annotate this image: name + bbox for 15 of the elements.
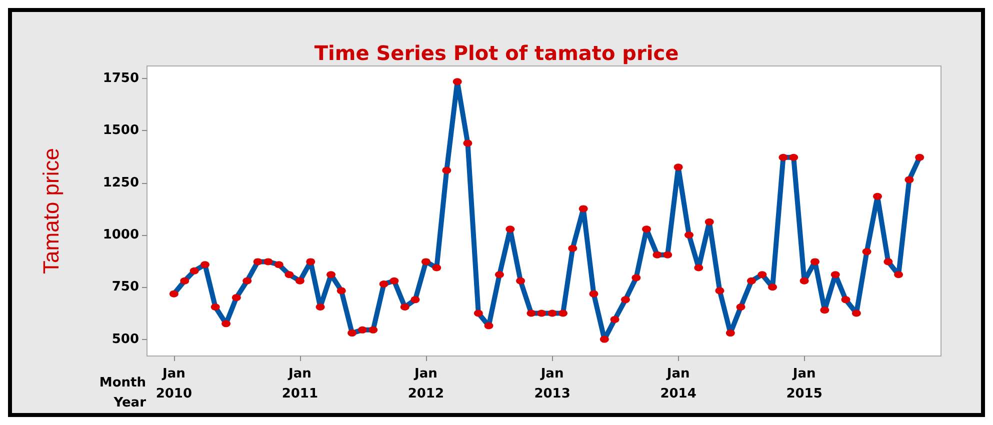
chart-title: Time Series Plot of tamato price [314, 41, 679, 65]
x-tick-label: Jan 2013 [534, 366, 570, 402]
y-tick-label: 1500 [102, 123, 139, 138]
x-axis-title: Month Year [99, 376, 147, 410]
y-tick-label: 500 [112, 332, 139, 347]
y-tick-label: 1750 [102, 71, 139, 86]
x-tick-label: Jan 2014 [660, 366, 696, 402]
y-tick-label: 1250 [102, 175, 139, 190]
y-tick-label: 1000 [102, 227, 139, 242]
x-tick-label: Jan 2015 [786, 366, 822, 402]
y-tick-label: 750 [112, 280, 139, 295]
x-tick-label: Jan 2012 [408, 366, 444, 402]
x-tick-label: Jan 2011 [282, 366, 318, 402]
y-axis-title: Tamato price [38, 148, 64, 274]
x-tick-label: Jan 2010 [156, 366, 192, 402]
